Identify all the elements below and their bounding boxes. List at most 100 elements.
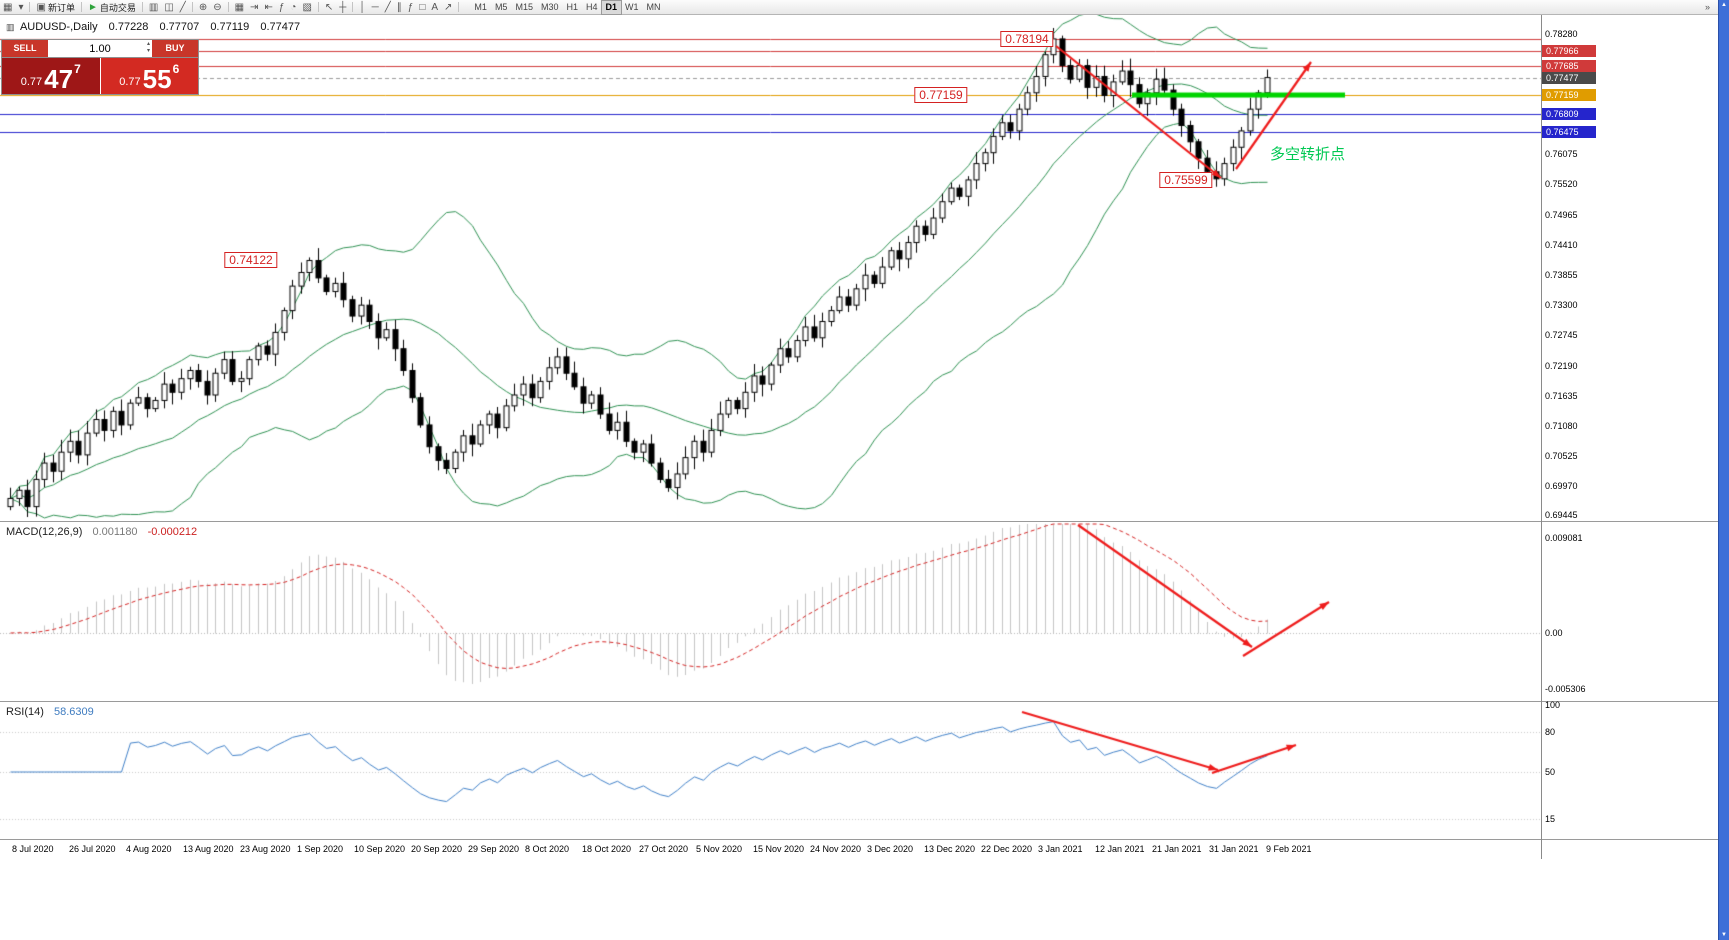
timeframe-h4[interactable]: H4 [586,1,598,12]
price-tag: 0.77685 [1542,60,1596,73]
rsi-header: RSI(14) 58.6309 [6,706,94,718]
one-click-trading-panel: SELL 1.00 ▴ ▾ BUY 0.77 47 7 0.77 55 6 [1,39,199,95]
date-axis-label: 22 Dec 2020 [981,844,1033,854]
price-label-box[interactable]: 0.75599 [1159,171,1213,188]
timeframe-h1[interactable]: H1 [566,1,578,12]
ohlc-open: 0.77228 [108,21,149,33]
line-chart-icon[interactable]: ╱ [177,1,189,14]
timeframe-mn[interactable]: MN [646,1,661,12]
vertical-line-icon[interactable]: │ [356,1,368,14]
price-axis-tick: 0.74410 [1545,239,1578,250]
candlestick-chart-icon[interactable]: ◫ [161,1,176,14]
macd-axis-tick: 0.00 [1545,628,1563,638]
timeframe-m1[interactable]: M1 [474,1,487,12]
buy-button[interactable]: BUY [152,40,198,57]
auto-scroll-icon[interactable]: ⇥ [247,1,261,14]
volume-up-icon[interactable]: ▴ [146,41,150,47]
toolbar-separator [191,2,193,12]
price-axis-tick: 0.70525 [1545,451,1578,462]
horizontal-line-icon[interactable]: ─ [369,1,382,14]
chart-canvas[interactable] [0,15,1541,859]
zoom-in-icon[interactable]: ⊕ [196,1,210,14]
price-axis-tick: 0.73855 [1545,269,1578,280]
date-axis-label: 26 Jul 2020 [69,844,116,854]
text-icon: A [431,1,439,13]
price-label-box[interactable]: 0.74122 [224,252,278,269]
auto-scroll-icon: ⇥ [250,1,259,13]
line-chart-icon: ╱ [179,1,186,13]
price-axis-tick: 0.71080 [1545,421,1578,432]
cursor-icon[interactable]: ↖ [322,1,336,14]
crosshair-icon[interactable]: ┼ [336,1,349,14]
date-axis-label: 1 Sep 2020 [297,844,344,854]
scroll-down-icon[interactable]: ▼ [1721,932,1727,938]
chart-title: AUDUSD-,Daily [19,21,98,33]
timeframe-d1[interactable]: D1 [600,0,623,15]
volume-input[interactable]: 1.00 ▴ ▾ [48,40,152,57]
fibonacci-icon[interactable]: ƒ [405,1,417,14]
price-axis[interactable]: 0.78280 0.76075 0.75520 0.74965 0.74410 0.738… [1542,15,1719,859]
timeframe-m30[interactable]: M30 [540,1,559,12]
date-axis-label: 10 Sep 2020 [354,844,406,854]
timeframe-w1[interactable]: W1 [625,1,639,12]
new-order-button[interactable]: ▣ 新订单 [33,1,77,14]
date-axis-label: 23 Aug 2020 [240,844,291,854]
price-tag: 0.76809 [1542,108,1596,121]
new-chart-icon: ▦ [3,1,13,13]
annotation-text[interactable]: 多空转折点 [1270,146,1346,163]
autotrading-icon: ► [87,1,98,13]
timeframe-m15[interactable]: M15 [515,1,533,12]
toolbar-separator [352,2,354,12]
autotrading-button[interactable]: ► 自动交易 [85,1,139,14]
volume-down-icon[interactable]: ▾ [146,48,150,54]
toolbar-separator [458,2,460,12]
sell-price-pips: 47 [44,64,74,94]
bar-chart-icon[interactable]: ▥ [146,1,161,14]
buy-price-point: 6 [172,62,180,76]
price-label-box[interactable]: 0.77159 [914,87,968,104]
scroll-up-icon[interactable]: ▲ [1721,2,1727,8]
date-axis-label: 5 Nov 2020 [696,844,743,854]
chart-shift-icon[interactable]: ⇤ [261,1,275,14]
macd-header: MACD(12,26,9) 0.001180 -0.000212 [6,526,197,538]
zoom-out-icon[interactable]: ⊖ [210,1,224,14]
pane-separator[interactable] [0,701,1719,702]
templates-icon[interactable]: ▧ [299,1,314,14]
pane-separator[interactable] [0,839,1719,840]
sell-price-button[interactable]: 0.77 47 7 [2,58,101,94]
arrows-icon[interactable]: ↗ [441,1,455,14]
rsi-axis-tick: 50 [1545,767,1556,777]
vertical-scrollbar[interactable]: ▲ ▼ [1718,0,1729,940]
new-chart-icon[interactable]: ▦ [0,1,15,14]
ohlc-low: 0.77119 [210,21,250,33]
toolbar-overflow-icon[interactable]: » [1704,2,1710,12]
fibonacci-icon: ƒ [407,1,414,13]
profiles-icon[interactable]: ▾ [15,1,26,14]
buy-price-button[interactable]: 0.77 55 6 [100,58,198,94]
rsi-axis-tick: 100 [1545,700,1561,710]
trendline-icon[interactable]: ╱ [382,1,394,14]
rsi-axis-tick: 80 [1545,726,1556,737]
time-periods-icon[interactable]: ◔ [287,1,299,14]
date-axis-label: 13 Dec 2020 [924,844,976,854]
volume-value: 1.00 [89,42,111,55]
time-axis[interactable]: 8 Jul 2020 26 Jul 2020 4 Aug 2020 13 Aug 20… [0,839,1541,859]
macd-signal-value: -0.000212 [147,526,198,538]
sell-button[interactable]: SELL [2,40,48,57]
timeframe-m5[interactable]: M5 [494,1,508,12]
crosshair-icon: ┼ [339,1,347,13]
date-axis-label: 3 Dec 2020 [867,844,914,854]
price-axis-tick: 0.69970 [1545,481,1578,492]
price-label-box[interactable]: 0.78194 [1000,30,1054,47]
shapes-icon: □ [419,1,426,13]
profiles-icon: ▾ [18,1,24,13]
shapes-icon[interactable]: □ [416,1,428,14]
tile-windows-icon[interactable]: ▦ [232,1,247,14]
pane-separator[interactable] [0,521,1719,522]
text-icon[interactable]: A [428,1,441,14]
indicators-icon[interactable]: ƒ [276,1,288,14]
volume-stepper[interactable]: ▴ ▾ [147,41,150,55]
toolbar-separator [227,2,229,12]
channel-icon[interactable]: ∥ [394,1,405,14]
bar-chart-icon: ▥ [148,1,159,13]
